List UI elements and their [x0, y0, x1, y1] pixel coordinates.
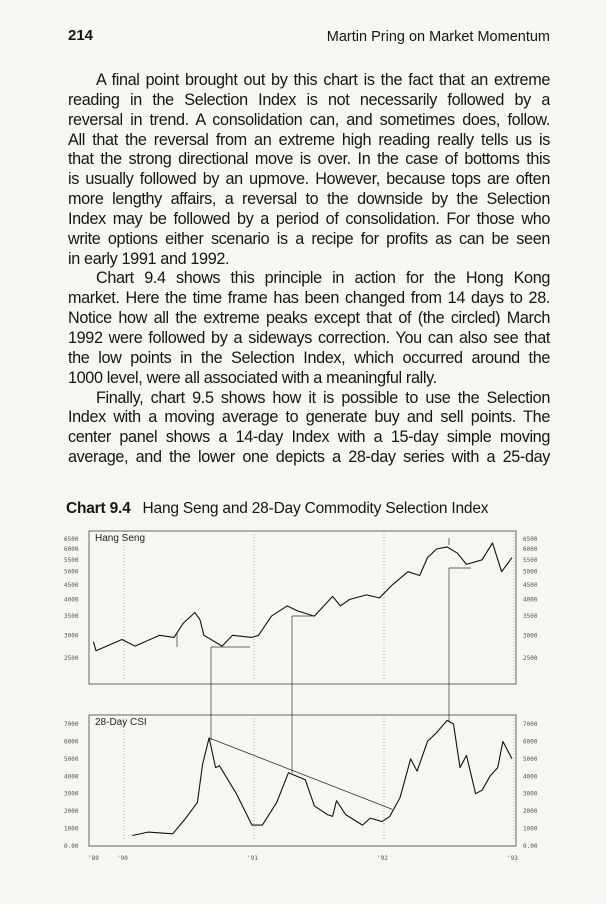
y-tick-label-left: 5500 [64, 557, 79, 564]
y-tick-label-left: 5000 [64, 756, 79, 763]
text-line: 1992 were followed by a sideways correct… [68, 328, 550, 347]
y-tick-label-right: 6500 [523, 536, 538, 543]
panel-frame-1 [88, 714, 517, 847]
y-tick-label-right: 0.00 [523, 843, 538, 850]
y-tick-label-left: 2000 [64, 808, 79, 815]
y-tick-label-left: 6000 [64, 738, 79, 745]
x-tick-label: '91 [247, 855, 258, 862]
y-tick-label-left: 6000 [64, 546, 79, 553]
text-line: A final point brought out by this chart … [96, 71, 550, 89]
y-tick-label-right: 4000 [523, 773, 538, 780]
y-tick-label-left: 6500 [64, 536, 79, 543]
y-tick-label-right: 4000 [523, 596, 538, 603]
x-tick-label: '93 [507, 855, 518, 862]
y-tick-label-right: 5500 [523, 557, 538, 564]
y-tick-label-right: 7000 [523, 721, 538, 728]
y-tick-label-left: 3500 [64, 613, 79, 620]
y-tick-label-right: 5000 [523, 756, 538, 763]
x-tick-label: '92 [377, 855, 388, 862]
y-tick-label-right: 5000 [523, 569, 538, 576]
y-tick-label-left: 4500 [64, 582, 79, 589]
y-tick-label-left: 3000 [64, 632, 79, 639]
text-line: reversal in trend. A consolidation can, … [68, 110, 550, 129]
y-tick-label-right: 6000 [523, 738, 538, 745]
text-line: All that the reversal from an extreme hi… [68, 130, 550, 149]
text-line: 1000 level, were all associated with a m… [68, 368, 437, 387]
text-line: Index with a moving average to generate … [68, 408, 550, 427]
x-tick-label: '90 [117, 855, 128, 862]
running-title: Martin Pring on Market Momentum [326, 29, 550, 45]
text-line: Chart 9.4 shows this principle in action… [96, 269, 550, 288]
panel-label: 28-Day CSI [95, 717, 147, 728]
y-tick-label-right: 4500 [523, 582, 538, 589]
text-line: market. Here the time frame has been cha… [68, 289, 550, 308]
y-tick-label-left: 4000 [64, 773, 79, 780]
text-line: write options either scenario is a recip… [68, 229, 550, 248]
chart-title: Hang Seng and 28-Day Commodity Selection… [142, 500, 489, 517]
y-tick-label-left: 1000 [64, 826, 79, 833]
y-tick-label-right: 2000 [523, 808, 538, 815]
y-tick-label-left: 4000 [64, 596, 79, 603]
text-line: Index may be followed by a period of con… [68, 209, 550, 228]
text-line: reading in the Selection Index is not ne… [68, 90, 550, 109]
text-line: is usually followed by an upmove. Howeve… [68, 170, 550, 189]
text-line: in early 1991 and 1992. [68, 249, 230, 268]
text-line: Finally, chart 9.5 shows how it is possi… [96, 388, 550, 407]
text-line: Notice how all the extreme peaks except … [68, 309, 550, 328]
chart-caption: Chart 9.4 Hang Seng and 28-Day Commodity … [66, 500, 489, 518]
text-line: the low points in the Selection Index, w… [68, 348, 550, 367]
page-number: 214 [68, 27, 94, 44]
x-tick-label: '89 [88, 855, 99, 862]
y-tick-label-left: 0.00 [64, 843, 79, 850]
y-tick-label-right: 3500 [523, 613, 538, 620]
text-line: center panel shows a 14-day Index with a… [68, 428, 550, 447]
text-line: that the strong directional move is over… [68, 150, 550, 169]
y-tick-label-right: 6000 [523, 546, 538, 553]
y-tick-label-right: 2500 [523, 655, 538, 662]
panel-frame-0 [88, 530, 517, 685]
series-line-1 [132, 719, 513, 837]
y-tick-label-right: 3000 [523, 791, 538, 798]
y-tick-label-left: 2500 [64, 655, 79, 662]
chart-label: Chart 9.4 [66, 500, 131, 517]
text-line: more lengthy affairs, a reversal to the … [68, 190, 550, 209]
y-tick-label-left: 3000 [64, 791, 79, 798]
y-tick-label-left: 7000 [64, 721, 79, 728]
panel-label: Hang Seng [95, 533, 145, 544]
trendline [208, 737, 393, 810]
y-tick-label-left: 5000 [64, 569, 79, 576]
y-tick-label-right: 3000 [523, 632, 538, 639]
text-line: average, and the lower one depicts a 28-… [68, 448, 550, 467]
y-tick-label-right: 1000 [523, 826, 538, 833]
body-text: A final point brought out by this chart … [68, 71, 550, 468]
